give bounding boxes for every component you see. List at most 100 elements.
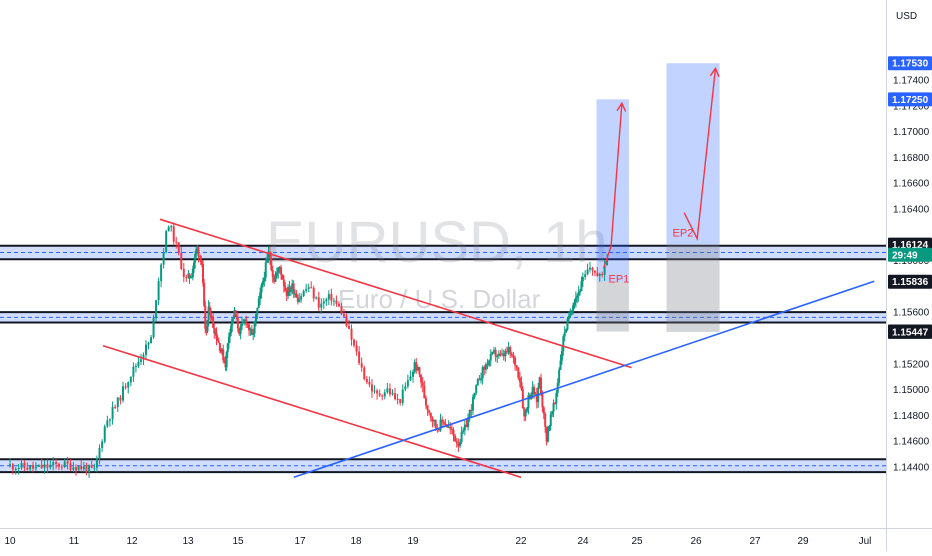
candle-body[interactable]	[75, 467, 78, 471]
candle-body[interactable]	[239, 325, 242, 334]
candle-body[interactable]	[196, 248, 199, 250]
candle-body[interactable]	[409, 376, 412, 381]
candle-body[interactable]	[241, 322, 244, 326]
candle-body[interactable]	[234, 310, 237, 318]
candle-body[interactable]	[518, 377, 521, 383]
candle-body[interactable]	[277, 267, 280, 273]
candle-body[interactable]	[264, 262, 267, 278]
candle-body[interactable]	[212, 317, 215, 328]
candle-body[interactable]	[282, 279, 285, 287]
candle-body[interactable]	[520, 382, 523, 390]
chart-plot-area[interactable]: EURUSD, 1h Euro / U.S. Dollar EP1 EP2	[0, 0, 886, 528]
candle-body[interactable]	[514, 357, 517, 366]
candle-body[interactable]	[17, 468, 20, 470]
candle-body[interactable]	[243, 319, 246, 322]
candle-body[interactable]	[381, 395, 384, 397]
candle-body[interactable]	[470, 410, 473, 412]
candle-body[interactable]	[577, 292, 580, 296]
candle-body[interactable]	[217, 341, 220, 344]
candle-body[interactable]	[468, 410, 471, 418]
candle-body[interactable]	[225, 352, 228, 368]
candle-body[interactable]	[576, 295, 579, 298]
candle-body[interactable]	[376, 390, 379, 394]
candle-body[interactable]	[431, 417, 434, 422]
candle-body[interactable]	[101, 441, 104, 448]
candle-body[interactable]	[142, 354, 145, 360]
candle-body[interactable]	[66, 461, 69, 464]
candle-body[interactable]	[199, 255, 202, 263]
candle-body[interactable]	[122, 386, 125, 401]
candle-body[interactable]	[209, 312, 212, 318]
candle-body[interactable]	[552, 403, 555, 412]
price-tag[interactable]	[888, 274, 932, 289]
candle-body[interactable]	[191, 268, 194, 278]
candle-body[interactable]	[215, 332, 218, 340]
candle-body[interactable]	[11, 464, 14, 470]
candle-body[interactable]	[287, 287, 290, 296]
candle-body[interactable]	[132, 366, 135, 377]
candle-body[interactable]	[127, 382, 130, 388]
candle-body[interactable]	[524, 410, 527, 417]
candle-body[interactable]	[370, 384, 373, 392]
candle-body[interactable]	[190, 277, 193, 279]
candle-body[interactable]	[155, 300, 158, 318]
candle-body[interactable]	[119, 397, 122, 401]
candle-body[interactable]	[175, 241, 178, 243]
candle-body[interactable]	[300, 296, 303, 300]
candle-body[interactable]	[162, 252, 165, 265]
candle-body[interactable]	[491, 351, 494, 355]
candle-body[interactable]	[455, 441, 458, 444]
candle-body[interactable]	[591, 267, 594, 271]
candle-body[interactable]	[88, 465, 91, 473]
candle-body[interactable]	[273, 277, 276, 282]
candle-body[interactable]	[260, 284, 263, 293]
candle-body[interactable]	[488, 360, 491, 366]
candle-body[interactable]	[137, 361, 140, 367]
candle-body[interactable]	[429, 412, 432, 418]
candle-body[interactable]	[559, 360, 562, 370]
candle-body[interactable]	[252, 333, 255, 335]
candle-body[interactable]	[202, 264, 204, 283]
candle-body[interactable]	[172, 226, 175, 242]
candle-body[interactable]	[606, 260, 609, 266]
price-tag[interactable]	[888, 56, 932, 71]
candle-body[interactable]	[213, 327, 216, 334]
candle-body[interactable]	[203, 282, 206, 306]
candle-body[interactable]	[182, 268, 185, 277]
candle-body[interactable]	[312, 287, 315, 299]
candle-body[interactable]	[317, 297, 320, 308]
candle-body[interactable]	[473, 392, 476, 398]
candle-body[interactable]	[160, 264, 163, 282]
candle-body[interactable]	[259, 292, 262, 299]
candle-body[interactable]	[90, 465, 93, 468]
candle-body[interactable]	[93, 467, 96, 469]
candle-body[interactable]	[581, 277, 584, 282]
candle-body[interactable]	[450, 428, 453, 431]
candle-body[interactable]	[360, 363, 363, 368]
candle-body[interactable]	[325, 299, 328, 302]
candle-body[interactable]	[531, 387, 534, 395]
candle-body[interactable]	[46, 464, 49, 468]
candle-body[interactable]	[418, 367, 421, 375]
candle-body[interactable]	[465, 424, 468, 428]
candle-body[interactable]	[285, 291, 288, 296]
candle-body[interactable]	[229, 332, 231, 337]
candle-body[interactable]	[26, 467, 29, 470]
candle-body[interactable]	[476, 379, 479, 386]
candle-body[interactable]	[298, 299, 301, 302]
position-target-zone[interactable]	[666, 63, 720, 245]
candle-body[interactable]	[207, 306, 210, 321]
candle-body[interactable]	[292, 283, 295, 294]
position-stop-zone[interactable]	[596, 281, 629, 332]
candle-body[interactable]	[342, 313, 345, 317]
candle-body[interactable]	[221, 349, 224, 352]
candle-body[interactable]	[420, 374, 423, 383]
candle-body[interactable]	[271, 270, 274, 278]
candle-body[interactable]	[281, 274, 284, 280]
candle-body[interactable]	[433, 420, 436, 422]
price-axis[interactable]: USD 1.17400 1.17200 1.17000 1.16800 1.16600 1…	[886, 0, 932, 528]
candle-body[interactable]	[457, 443, 460, 447]
candle-body[interactable]	[63, 461, 66, 468]
candle-body[interactable]	[211, 317, 213, 319]
candle-body[interactable]	[345, 316, 348, 326]
